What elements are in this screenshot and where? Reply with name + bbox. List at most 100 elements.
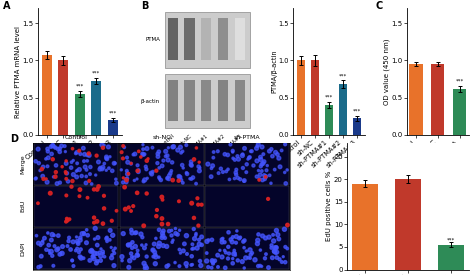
Point (177, 151, 185, 155)
Text: sh-PTMA#3: sh-PTMA#3 (219, 133, 244, 156)
Point (68, 185, 75, 189)
Point (96, 251, 103, 255)
Point (172, 231, 180, 236)
Point (238, 153, 246, 158)
Text: ***: *** (109, 110, 117, 116)
Point (259, 234, 266, 238)
Point (165, 173, 173, 178)
Bar (339, 84, 347, 135)
Point (133, 253, 141, 257)
Point (106, 228, 114, 233)
Point (49, 143, 56, 147)
Point (69, 240, 77, 244)
Point (48, 254, 56, 258)
Point (282, 142, 289, 147)
Point (272, 150, 279, 155)
Point (207, 174, 215, 179)
Point (229, 148, 237, 153)
Point (179, 149, 186, 153)
Point (131, 152, 139, 156)
Point (152, 262, 159, 266)
Point (139, 152, 146, 156)
Point (174, 148, 182, 152)
Point (56, 147, 64, 151)
Point (111, 246, 119, 251)
Bar (395, 179, 421, 270)
Point (132, 244, 139, 249)
Point (256, 263, 264, 268)
Point (267, 147, 275, 151)
Bar (453, 89, 466, 135)
Point (90, 187, 98, 192)
Point (38, 241, 46, 245)
Point (269, 255, 276, 260)
Point (204, 162, 212, 166)
Point (230, 248, 238, 253)
Point (47, 249, 55, 254)
Point (63, 161, 70, 166)
Text: ***: *** (447, 237, 455, 242)
Text: ***: *** (353, 109, 361, 114)
Point (158, 216, 166, 221)
Point (174, 232, 182, 237)
Point (283, 168, 291, 172)
Point (85, 151, 92, 156)
Point (260, 152, 267, 156)
Bar (75, 94, 85, 135)
Point (246, 248, 254, 252)
Point (193, 246, 201, 250)
Point (278, 260, 286, 264)
Text: sh-PTMA: sh-PTMA (234, 135, 261, 140)
Point (239, 152, 246, 156)
Point (240, 246, 248, 250)
Point (160, 158, 167, 163)
Point (188, 201, 195, 205)
Text: ***: *** (456, 78, 464, 83)
Point (159, 198, 166, 202)
Point (50, 233, 58, 238)
Point (113, 208, 120, 213)
Point (164, 176, 171, 181)
Bar (205, 186, 289, 227)
Point (261, 256, 269, 260)
Point (122, 177, 130, 182)
Point (148, 172, 155, 176)
Point (119, 144, 127, 148)
Point (112, 177, 119, 182)
Point (93, 243, 101, 247)
Point (80, 256, 87, 260)
Point (45, 248, 53, 253)
Point (239, 166, 246, 170)
Bar (119, 143, 204, 185)
Point (37, 243, 45, 248)
Point (214, 253, 221, 257)
Point (153, 208, 161, 212)
Point (119, 176, 127, 180)
Point (210, 155, 217, 160)
Point (37, 254, 45, 258)
Point (103, 235, 110, 240)
Point (176, 228, 183, 232)
Point (141, 178, 148, 182)
Point (52, 145, 59, 150)
Point (176, 264, 183, 268)
Text: EdU: EdU (20, 200, 26, 212)
Point (267, 246, 275, 250)
Point (118, 168, 125, 172)
Point (77, 152, 84, 156)
Point (188, 247, 196, 251)
Point (134, 163, 141, 167)
Point (125, 243, 132, 247)
Point (68, 258, 76, 263)
Bar (167, 18, 178, 60)
Point (218, 240, 226, 244)
Point (52, 170, 60, 174)
Point (260, 159, 268, 164)
Point (241, 146, 248, 151)
Point (231, 251, 239, 255)
Point (109, 233, 117, 238)
Point (89, 253, 97, 258)
Point (203, 259, 210, 263)
Point (248, 251, 256, 255)
Point (110, 263, 118, 268)
